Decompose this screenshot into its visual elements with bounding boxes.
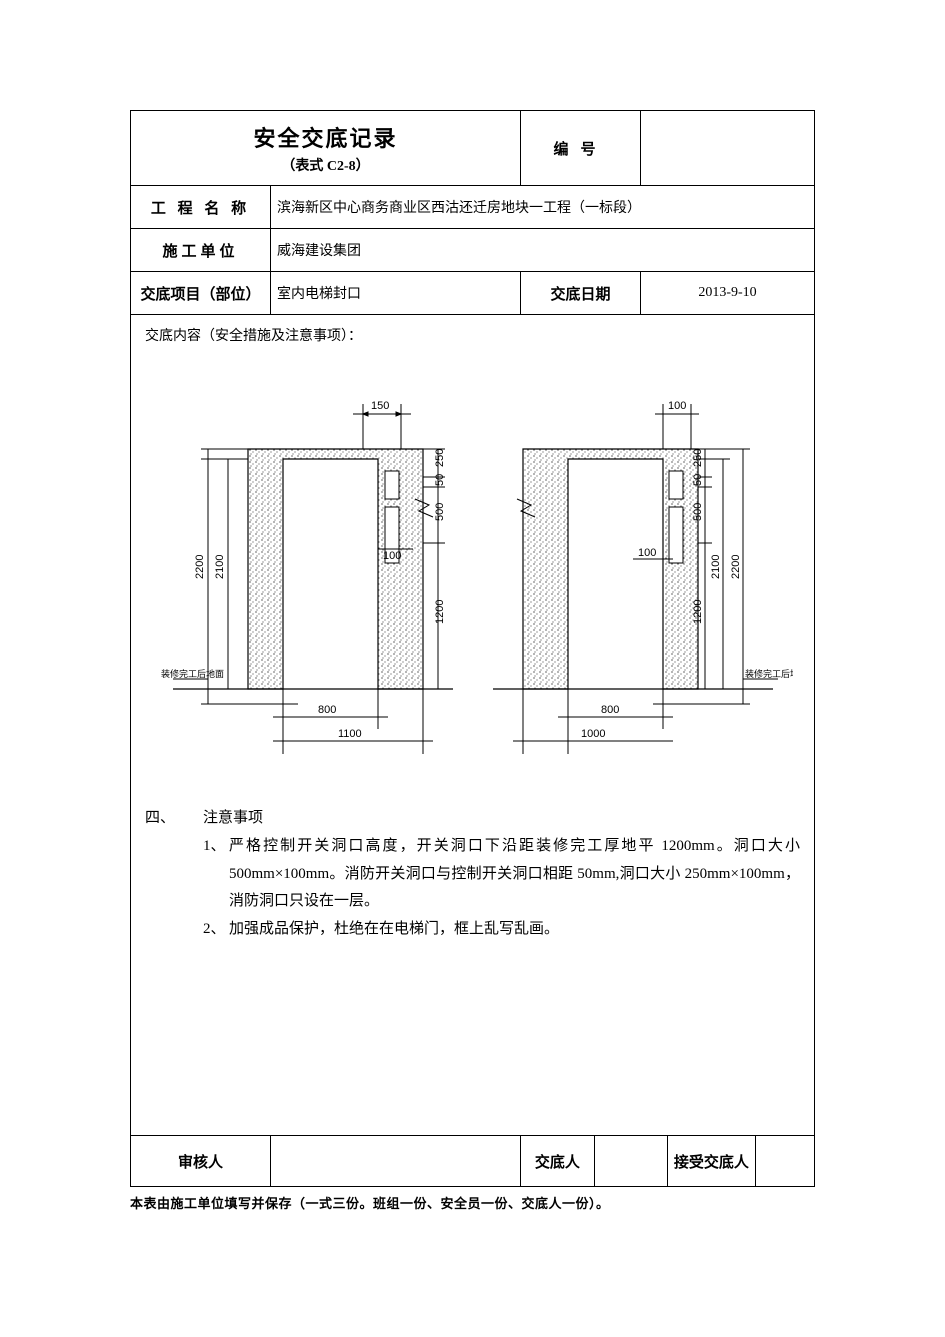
dim-l2: 50: [692, 474, 704, 486]
receive-label: 接受交底人: [667, 1136, 755, 1186]
note2-num: 2、: [203, 916, 229, 944]
content-cell: 交底内容（安全措施及注意事项）：: [131, 315, 815, 1136]
dim-l3: 500: [692, 503, 704, 521]
date-label: 交底日期: [521, 272, 641, 315]
dim-r1: 250: [434, 449, 446, 467]
dim-mid: 100: [383, 550, 401, 562]
floor-label-left: 装修完工后地面: [161, 668, 224, 679]
item-label: 交底项目（部位）: [131, 272, 271, 315]
section-title: 注意事项: [203, 805, 263, 833]
form-title: 安全交底记录: [131, 121, 520, 153]
dim-b-outer-r: 1000: [581, 728, 605, 740]
content-row: 交底内容（安全措施及注意事项）：: [131, 315, 815, 1136]
form-table: 安全交底记录 （表式 C2-8） 编号 工 程 名 称 滨海新区中心商务商业区西…: [130, 110, 815, 1187]
unit-label: 施工单位: [131, 229, 271, 272]
project-label: 工 程 名 称: [131, 186, 271, 229]
footnote: 本表由施工单位填写并保存（一式三份。班组一份、安全员一份、交底人一份）。: [130, 1193, 815, 1212]
note1-text: 严格控制开关洞口高度，开关洞口下沿距装修完工厚地平 1200mm。洞口大小 50…: [229, 833, 800, 916]
reviewer-value: [271, 1136, 521, 1187]
dim-top-r: 100: [668, 400, 686, 412]
dim-b-inner: 800: [318, 704, 336, 716]
unit-row: 施工单位 威海建设集团: [131, 229, 815, 272]
dim-r3: 500: [434, 503, 446, 521]
number-value: [641, 111, 815, 186]
floor-label-right: 装修完工后地: [745, 668, 793, 679]
content-heading: 交底内容（安全措施及注意事项）：: [145, 325, 800, 345]
form-subtitle: （表式 C2-8）: [131, 155, 520, 175]
diagram-right: 100 250 50 500 1200 100 2100 2200 800 10…: [473, 359, 793, 789]
page: 安全交底记录 （表式 C2-8） 编号 工 程 名 称 滨海新区中心商务商业区西…: [0, 0, 945, 1337]
disclose-value: [594, 1136, 667, 1186]
reviewer-text: 审核人: [178, 1155, 223, 1171]
receive-value: [755, 1136, 814, 1186]
dim-mid-r: 100: [638, 547, 656, 559]
signers: 交底人 接受交底人: [521, 1136, 815, 1187]
title-row: 安全交底记录 （表式 C2-8） 编号: [131, 111, 815, 186]
reviewer-label: 审核人: [131, 1136, 271, 1187]
dim-top: 150: [371, 400, 389, 412]
dim-l-inner: 2100: [214, 555, 226, 579]
notes: 四、 注意事项 1、 严格控制开关洞口高度，开关洞口下沿距装修完工厚地平 120…: [145, 805, 800, 944]
diagram-left: 150 250 50 500 1200 100 2200 2100 800 11…: [153, 359, 473, 789]
dim-l1: 250: [692, 449, 704, 467]
date-value: 2013-9-10: [641, 272, 815, 315]
unit-value: 威海建设集团: [271, 229, 815, 272]
project-row: 工 程 名 称 滨海新区中心商务商业区西沽还迁房地块一工程（一标段）: [131, 186, 815, 229]
dim-r2: 50: [434, 474, 446, 486]
dim-l-outer: 2200: [194, 555, 206, 579]
dim-b-outer: 1100: [338, 728, 362, 740]
dim-r4: 1200: [434, 600, 446, 624]
signature-row: 审核人 交底人 接受交底人: [131, 1136, 815, 1187]
dim-b-inner-r: 800: [601, 704, 619, 716]
title-cell: 安全交底记录 （表式 C2-8）: [131, 111, 521, 186]
disclose-label: 交底人: [521, 1136, 594, 1186]
item-value: 室内电梯封口: [271, 272, 521, 315]
note1-num: 1、: [203, 833, 229, 916]
item-row: 交底项目（部位） 室内电梯封口 交底日期 2013-9-10: [131, 272, 815, 315]
note2-text: 加强成品保护，杜绝在在电梯门，框上乱写乱画。: [229, 916, 800, 944]
dim-l4: 1200: [692, 600, 704, 624]
dim-r-inner: 2100: [710, 555, 722, 579]
dim-r-outer: 2200: [730, 555, 742, 579]
number-label: 编号: [521, 111, 641, 186]
project-value: 滨海新区中心商务商业区西沽还迁房地块一工程（一标段）: [271, 186, 815, 229]
diagrams-container: 150 250 50 500 1200 100 2200 2100 800 11…: [153, 359, 793, 789]
section-num: 四、: [145, 805, 203, 833]
